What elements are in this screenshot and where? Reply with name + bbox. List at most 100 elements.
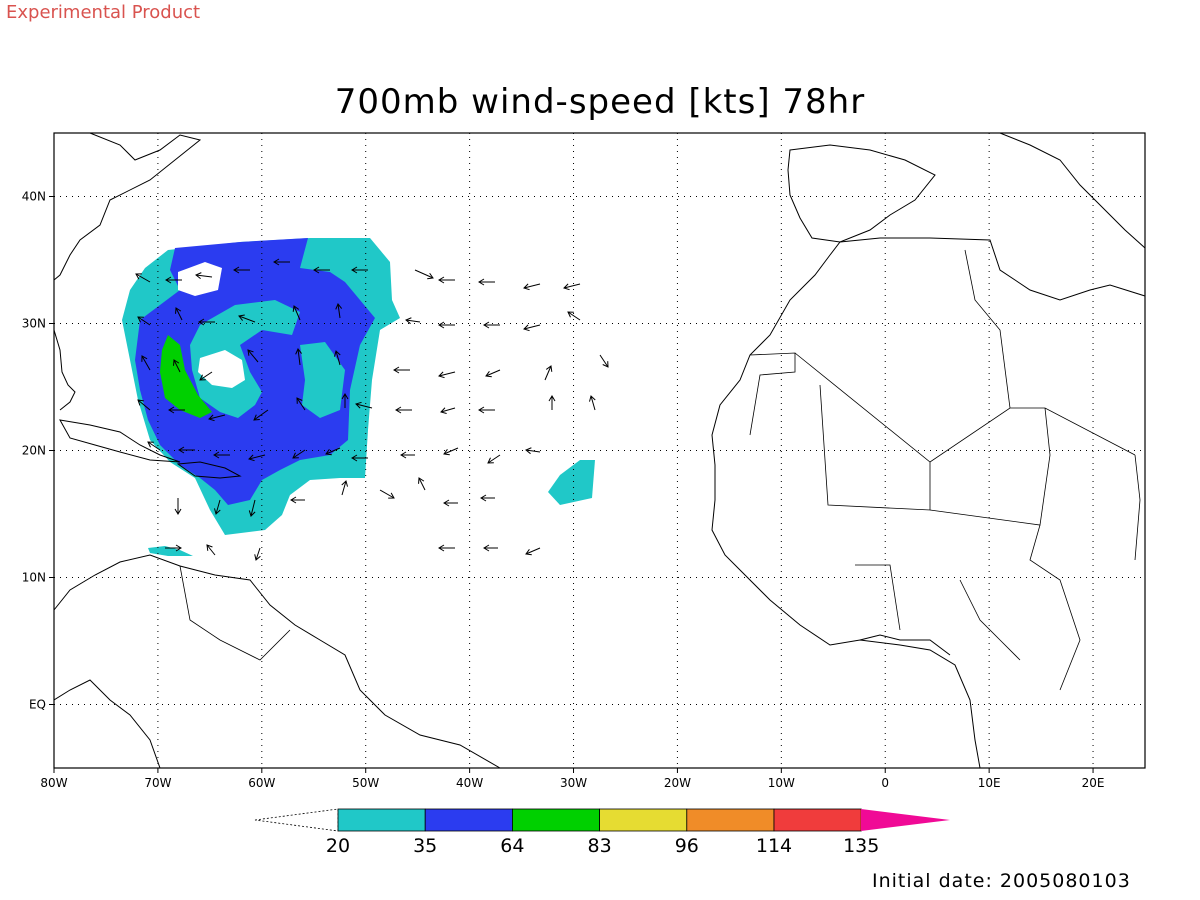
hispaniola-coast — [176, 461, 242, 479]
africa-border-3 — [819, 384, 931, 511]
wind-vector-arrow — [141, 355, 151, 371]
wind-vector-arrow — [379, 489, 395, 499]
wind-vector-arrow — [525, 447, 541, 455]
wind-vector-arrow — [290, 496, 305, 504]
wind-vector-arrow — [199, 371, 213, 381]
colorbar-labels: 20 35 64 83 96 114 135 — [326, 835, 879, 857]
africa-border-1 — [749, 352, 796, 436]
wind-vector-arrow — [563, 283, 581, 291]
wind-vector-arrow — [213, 451, 230, 459]
central-america-coast — [54, 679, 161, 768]
wind-vector-arrow — [414, 269, 434, 280]
wind-vector-arrow — [443, 499, 458, 507]
wind-vector-arrow — [168, 406, 185, 414]
wind-20kt-atlantic-patch — [548, 460, 595, 505]
political-borders — [179, 249, 1141, 691]
x-tick-label: 80W — [40, 776, 67, 790]
florida-coast — [54, 329, 76, 411]
wind-vector-arrow — [523, 283, 541, 291]
x-tick-label: 50W — [352, 776, 379, 790]
wind-vector-arrow — [599, 354, 609, 368]
longitude-axis: 80W 70W 60W 50W 40W 30W 20W 10W 0 10E 20E — [40, 768, 1104, 790]
colorbar-low-triangle — [254, 808, 339, 832]
wind-vector-arrow — [483, 544, 498, 552]
north-america-coast — [54, 133, 202, 281]
wind-vector-arrow — [393, 366, 410, 374]
map-title: 700mb wind-speed [kts] 78hr — [334, 82, 866, 122]
wind-vector-arrow — [548, 395, 556, 410]
wind-64kt-region — [160, 335, 212, 418]
x-tick-label: 10E — [978, 776, 1001, 790]
wind-vector-arrow — [253, 409, 269, 421]
wind-vector-arrow — [313, 266, 330, 274]
wind-vector-arrow — [254, 547, 261, 561]
wind-vector-arrow — [238, 314, 256, 323]
wind-vector-arrow — [544, 365, 553, 381]
wind-vector-arrow — [175, 307, 183, 321]
wind-vector-arrow — [405, 317, 421, 325]
wind-vector-arrow — [589, 395, 596, 411]
colorbar-label: 96 — [675, 835, 699, 857]
wind-vector-arrow — [443, 447, 459, 456]
wind-vector-arrow — [147, 441, 161, 451]
iberia-coast — [787, 144, 936, 243]
latitude-axis: 40N 30N 20N 10N EQ — [22, 190, 54, 712]
wind-vector-arrow — [296, 397, 306, 411]
colorbar-boxes — [337, 808, 862, 832]
colorbar-high-triangle — [861, 809, 950, 831]
x-tick-label: 10W — [768, 776, 795, 790]
colorbar: 20 35 64 83 96 114 135 — [254, 808, 950, 857]
colorbar-swatch — [337, 808, 426, 832]
y-tick-label: 30N — [22, 317, 46, 331]
wind-vector-arrow — [137, 399, 151, 411]
wind-20kt-inner-ring — [190, 300, 300, 418]
africa-border-4 — [964, 249, 1011, 409]
wind-vector-arrow — [485, 369, 501, 378]
wind-vector-arrow — [440, 407, 456, 414]
wind-vector-arrow — [247, 349, 259, 363]
wind-vector-arrow — [351, 454, 368, 462]
wind-vector-arrow — [273, 258, 290, 266]
africa-border-5 — [929, 407, 1051, 526]
colorbar-swatch — [424, 808, 513, 832]
experimental-product-label: Experimental Product — [6, 2, 201, 23]
colorbar-label: 135 — [843, 835, 879, 857]
south-america-border — [179, 565, 291, 661]
wind-vector-arrow — [395, 406, 412, 414]
wind-speed-shading — [122, 238, 595, 556]
wind-vector-arrow — [334, 350, 341, 366]
africa-border-9 — [1134, 454, 1141, 561]
wind-20kt-band — [300, 342, 345, 418]
colorbar-swatch — [773, 808, 862, 832]
calm-eye-region — [198, 350, 245, 388]
wind-vector-arrow — [478, 406, 495, 414]
wind-vector-arrow — [165, 276, 182, 284]
y-tick-label: 20N — [22, 444, 46, 458]
wind-vector-arrow — [355, 401, 373, 409]
wind-35kt-region — [135, 238, 375, 505]
wind-vectors — [135, 258, 609, 561]
wind-vector-arrow — [135, 273, 151, 283]
europe-coast — [999, 133, 1145, 249]
colorbar-swatch — [686, 808, 775, 832]
wind-vector-arrow — [248, 499, 256, 517]
wind-vector-arrow — [418, 477, 426, 491]
x-tick-label: 70W — [144, 776, 171, 790]
wind-vector-arrow — [292, 449, 306, 459]
wind-vector-arrow — [438, 276, 455, 284]
wind-vector-arrow — [325, 447, 341, 456]
wind-vector-arrow — [567, 311, 581, 321]
wind-vector-arrow — [525, 547, 541, 556]
wind-vector-arrow — [173, 359, 181, 373]
africa-border-6 — [1029, 524, 1081, 691]
wind-vector-arrow — [341, 393, 349, 408]
wind-vector-arrow — [480, 494, 495, 502]
wind-vector-arrow — [483, 321, 500, 329]
south-america-coast — [54, 554, 501, 768]
calm-north-region — [178, 262, 222, 296]
wind-vector-arrow — [248, 454, 266, 462]
wind-vector-arrow — [295, 348, 302, 366]
wind-vector-arrow — [292, 305, 301, 321]
coastlines — [54, 133, 1145, 768]
